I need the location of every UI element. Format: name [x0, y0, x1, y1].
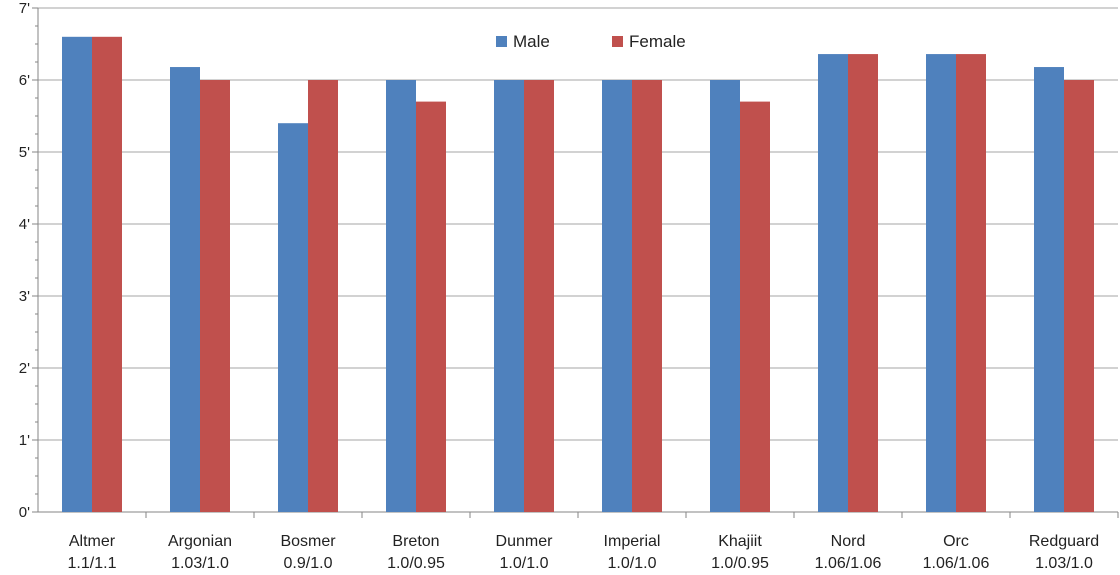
- legend-label-male: Male: [513, 32, 550, 51]
- category-label: Bosmer: [280, 533, 336, 550]
- bar-male: [1034, 67, 1064, 512]
- y-tick-label: 4': [19, 216, 30, 233]
- category-label: Khajiit: [718, 533, 762, 550]
- category-label: Imperial: [604, 533, 661, 550]
- legend-swatch-female: [612, 36, 623, 47]
- legend-label-female: Female: [629, 32, 686, 51]
- bar-female: [308, 80, 338, 512]
- category-label: Altmer: [69, 533, 116, 550]
- bar-female: [524, 80, 554, 512]
- category-label: Orc: [943, 533, 969, 550]
- bar-male: [170, 67, 200, 512]
- y-tick-label: 6': [19, 72, 30, 89]
- y-tick-label: 0': [19, 504, 30, 521]
- bar-female: [740, 101, 770, 512]
- bar-male: [710, 80, 740, 512]
- category-label: Dunmer: [496, 533, 554, 550]
- legend: Male Female: [496, 32, 686, 51]
- category-scale-label: 1.0/1.0: [608, 555, 657, 572]
- category-scale-label: 1.03/1.0: [171, 555, 229, 572]
- y-tick-label: 5': [19, 144, 30, 161]
- bar-male: [278, 123, 308, 512]
- bar-female: [956, 54, 986, 513]
- category-scale-label: 1.0/0.95: [711, 555, 769, 572]
- legend-swatch-male: [496, 36, 507, 47]
- bar-female: [848, 54, 878, 513]
- bar-male: [494, 80, 524, 512]
- bar-female: [632, 80, 662, 512]
- bar-male: [602, 80, 632, 512]
- bar-male: [818, 54, 848, 513]
- bar-male: [386, 80, 416, 512]
- y-tick-label: 3': [19, 288, 30, 305]
- category-label: Redguard: [1029, 533, 1099, 550]
- bar-male: [62, 36, 92, 513]
- y-tick-label: 7': [19, 0, 30, 17]
- bar-female: [200, 80, 230, 512]
- category-label: Nord: [831, 533, 866, 550]
- y-tick-label: 1': [19, 432, 30, 449]
- category-label: Breton: [392, 533, 439, 550]
- category-scale-label: 1.06/1.06: [815, 555, 882, 572]
- category-scale-label: 0.9/1.0: [284, 555, 333, 572]
- bars: [62, 36, 1094, 513]
- category-scale-label: 1.06/1.06: [923, 555, 990, 572]
- bar-female: [1064, 80, 1094, 512]
- category-scale-label: 1.03/1.0: [1035, 555, 1093, 572]
- y-tick-label: 2': [19, 360, 30, 377]
- category-scale-label: 1.1/1.1: [68, 555, 117, 572]
- labels: 0' 1' 2' 3' 4' 5' 6' 7' Altmer 1.1/1.1 Argonian 1.0…: [19, 0, 1099, 572]
- category-scale-label: 1.0/1.0: [500, 555, 549, 572]
- bar-male: [926, 54, 956, 513]
- category-label: Argonian: [168, 533, 232, 550]
- bar-female: [416, 101, 446, 512]
- category-scale-label: 1.0/0.95: [387, 555, 445, 572]
- bar-female: [92, 36, 122, 513]
